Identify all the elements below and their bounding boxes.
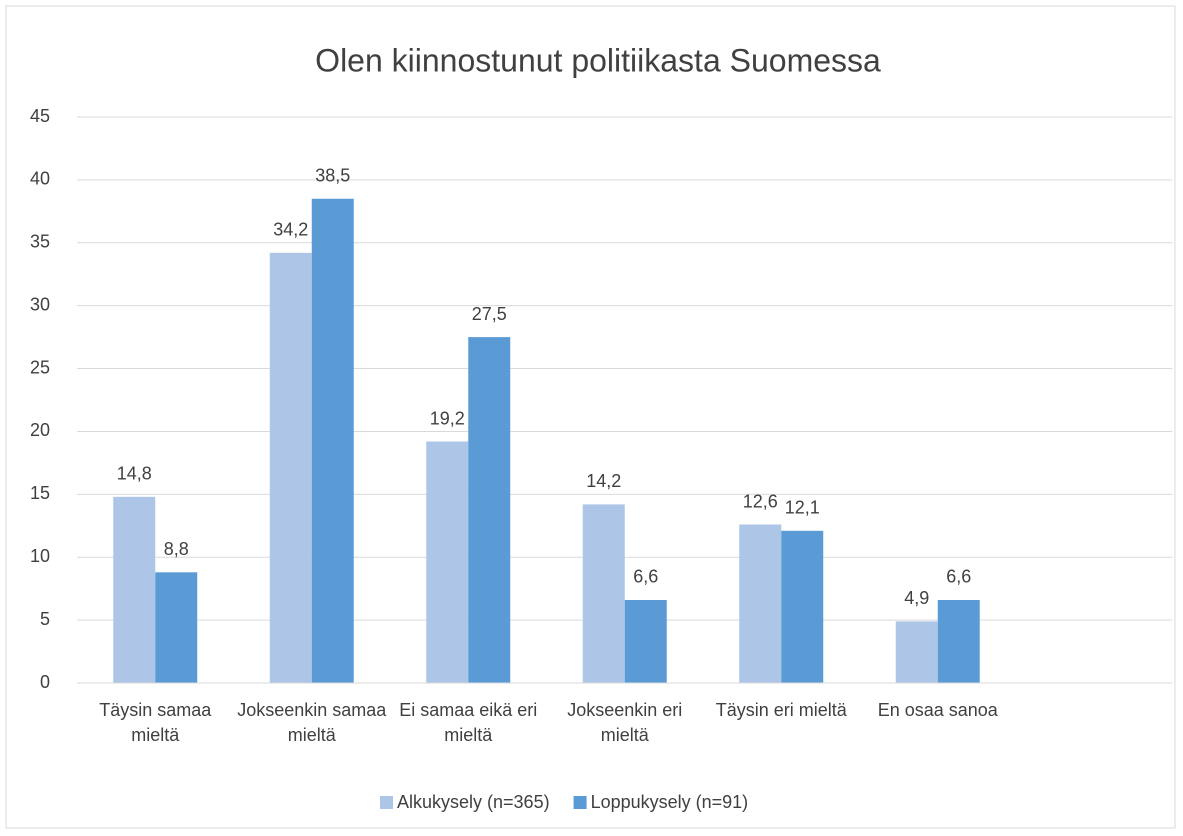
bar — [468, 337, 511, 683]
bar — [895, 621, 938, 683]
data-label: 12,1 — [785, 498, 820, 518]
data-label: 6,6 — [633, 567, 658, 587]
data-label: 34,2 — [273, 220, 308, 240]
y-tick-label: 25 — [30, 357, 50, 377]
data-label: 14,8 — [117, 464, 152, 484]
y-tick-label: 20 — [30, 420, 50, 440]
bar — [426, 441, 469, 683]
x-tick-label-box: Täysin eri mieltä — [715, 700, 847, 720]
chart-title: Olen kiinnostunut politiikasta Suomessa — [315, 42, 881, 78]
data-label: 27,5 — [472, 304, 507, 324]
chart-border — [5, 5, 1176, 829]
legend-label: Loppukysely (n=91) — [591, 792, 749, 812]
x-tick-label-box: Jokseenkin eri mieltä — [567, 700, 683, 745]
bar — [582, 504, 625, 683]
bar — [624, 599, 667, 683]
y-tick-label: 30 — [30, 294, 50, 314]
bar — [269, 252, 312, 683]
legend-swatch — [573, 796, 587, 809]
x-tick-label-box: Jokseenkin samaa mieltä — [237, 700, 387, 745]
y-tick-label: 15 — [30, 483, 50, 503]
x-tick-label-box: En osaa sanoa — [877, 700, 998, 720]
y-tick-label: 40 — [30, 169, 50, 189]
bar — [739, 524, 782, 683]
x-tick-label-box: Täysin samaa mieltä — [99, 700, 212, 745]
data-label: 38,5 — [315, 166, 350, 186]
bar — [311, 198, 354, 683]
x-tick-label: Täysin samaa mieltä — [99, 700, 212, 745]
data-label: 6,6 — [946, 567, 971, 587]
legend-swatch — [380, 796, 393, 809]
x-tick-label: En osaa sanoa — [877, 700, 998, 720]
bar — [781, 530, 824, 683]
bar — [937, 599, 980, 683]
x-tick-label: Ei samaa eikä eri mieltä — [399, 700, 538, 745]
y-tick-label: 10 — [30, 546, 50, 566]
x-tick-label-box: Ei samaa eikä eri mieltä — [399, 700, 538, 745]
x-tick-label: Jokseenkin eri mieltä — [567, 700, 683, 745]
bar — [113, 496, 156, 683]
y-tick-label: 5 — [40, 609, 50, 629]
data-label: 12,6 — [743, 491, 778, 511]
data-label: 8,8 — [164, 539, 189, 559]
x-tick-label: Jokseenkin samaa mieltä — [237, 700, 387, 745]
data-label: 19,2 — [430, 408, 465, 428]
legend-label: Alkukysely (n=365) — [397, 792, 550, 812]
data-label: 14,2 — [586, 471, 621, 491]
bar — [155, 572, 198, 683]
y-tick-label: 45 — [30, 106, 50, 126]
y-tick-label: 0 — [40, 672, 50, 692]
y-tick-label: 35 — [30, 232, 50, 252]
x-tick-label: Täysin eri mieltä — [715, 700, 847, 720]
data-label: 4,9 — [904, 588, 929, 608]
